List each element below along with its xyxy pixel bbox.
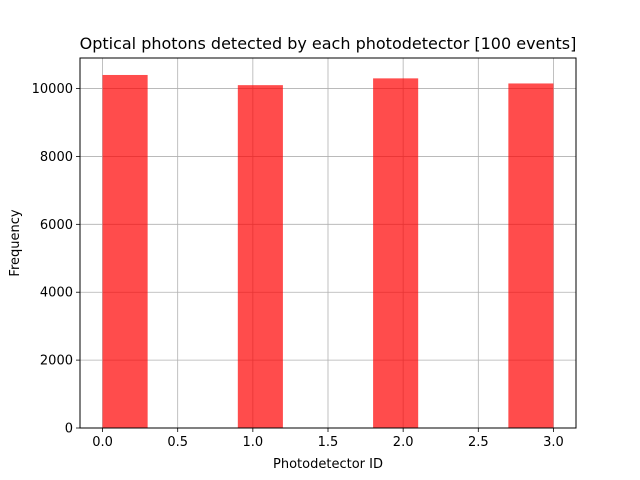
histogram-bar [102,74,148,429]
x-tick-label: 0.0 [92,435,113,450]
y-tick-label: 2000 [40,354,73,369]
x-tick-label: 1.5 [318,435,339,450]
y-axis-label: Frequency [8,209,23,276]
ticks-layer: 0.0 0.5 1.0 1.5 2.0 2.5 3.0 0 2000 4000 6000 8000 10… [32,82,564,450]
x-tick-label: 2.0 [393,435,414,450]
histogram-bar [508,83,554,429]
y-tick-label: 8000 [40,150,73,165]
x-axis-label: Photodetector ID [273,457,383,472]
bars-layer [102,74,554,429]
y-tick-label: 0 [65,422,73,437]
chart-title: Optical photons detected by each photode… [80,34,577,53]
y-tick-label: 6000 [40,218,73,233]
x-tick-label: 1.0 [243,435,264,450]
histogram-bar [237,85,283,429]
y-tick-label: 4000 [40,286,73,301]
grid-layer [80,58,576,429]
x-tick-label: 0.5 [167,435,188,450]
x-tick-label: 2.5 [468,435,489,450]
histogram-bar [373,78,419,428]
x-tick-label: 3.0 [543,435,564,450]
y-tick-label: 10000 [32,82,73,97]
